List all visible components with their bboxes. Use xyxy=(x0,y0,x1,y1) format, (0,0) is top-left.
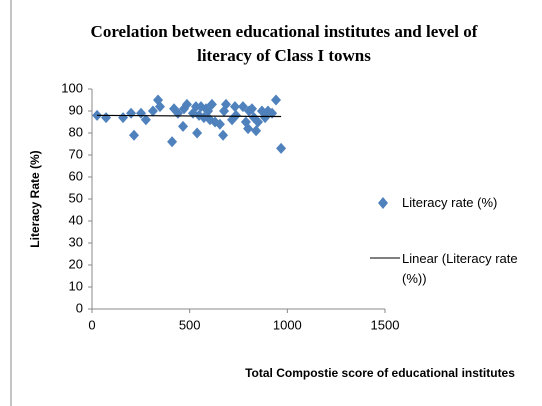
legend-label: Linear (Literacy rate (%)) xyxy=(402,251,518,286)
legend-line xyxy=(370,257,400,259)
data-point xyxy=(220,98,231,110)
y-tick-label: 40 xyxy=(69,212,83,227)
data-point xyxy=(276,142,287,154)
data-point xyxy=(246,103,257,115)
x-tick-label: 0 xyxy=(88,317,95,332)
data-point xyxy=(218,129,229,141)
y-tick-label: 30 xyxy=(69,234,83,249)
trendline xyxy=(97,114,282,118)
data-point xyxy=(214,118,225,130)
legend-marker xyxy=(378,197,388,209)
legend-label: Literacy rate (%) xyxy=(402,195,498,210)
y-tick-label: 0 xyxy=(76,300,83,315)
y-tick-label: 90 xyxy=(69,102,83,117)
data-point xyxy=(154,101,165,113)
y-tick-label: 100 xyxy=(61,80,83,95)
data-point xyxy=(140,114,151,126)
data-point xyxy=(118,112,129,124)
y-tick-label: 20 xyxy=(69,256,83,271)
data-point xyxy=(230,109,241,121)
chart-title: Corelation between educational institute… xyxy=(90,22,478,65)
x-tick-label: 1500 xyxy=(371,317,400,332)
y-tick-label: 50 xyxy=(69,190,83,205)
data-point xyxy=(147,105,158,117)
data-point xyxy=(237,101,248,113)
y-tick-label: 60 xyxy=(69,168,83,183)
x-tick-label: 500 xyxy=(179,317,201,332)
y-tick-label: 80 xyxy=(69,124,83,139)
x-axis-label: Total Compostie score of educational ins… xyxy=(245,366,515,380)
data-point xyxy=(253,116,264,128)
data-point xyxy=(206,98,217,110)
y-tick-label: 10 xyxy=(69,278,83,293)
x-tick-label: 1000 xyxy=(273,317,302,332)
data-point xyxy=(251,125,262,137)
y-axis-label: Literacy Rate (%) xyxy=(28,150,42,247)
data-point xyxy=(271,94,282,106)
data-point xyxy=(181,98,192,110)
data-point xyxy=(126,107,137,119)
data-point xyxy=(192,127,203,139)
data-point xyxy=(190,101,201,113)
y-tick-label: 70 xyxy=(69,146,83,161)
data-point xyxy=(128,129,139,141)
data-point xyxy=(101,112,112,124)
data-point xyxy=(243,123,254,135)
data-point xyxy=(229,101,240,113)
data-point xyxy=(178,120,189,132)
data-point xyxy=(167,136,178,148)
